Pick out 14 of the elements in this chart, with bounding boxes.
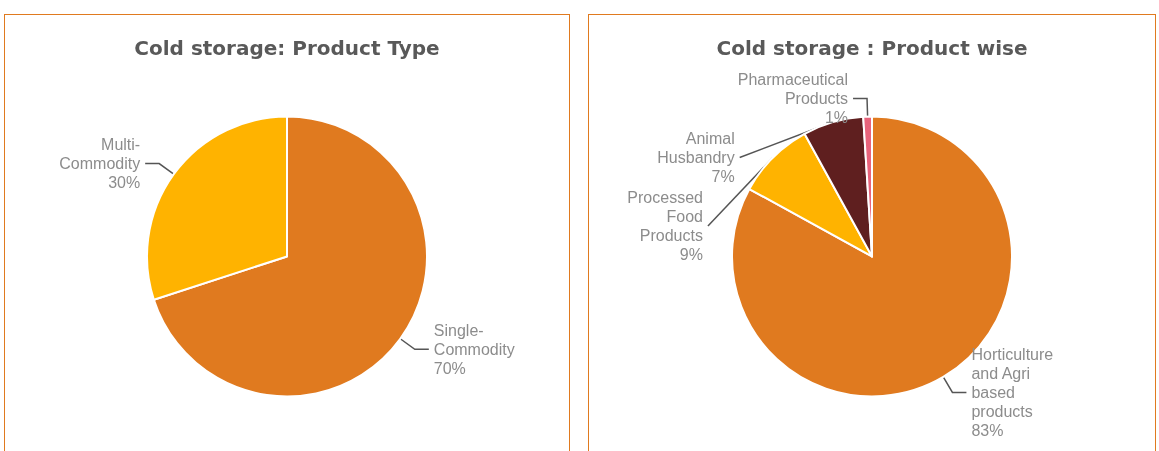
slice-label: Multi-Commodity — [59, 136, 141, 173]
chart-title: Cold storage: Product Type — [134, 36, 440, 60]
data-label: 7% — [711, 168, 735, 186]
slice-label: Pharmaceutical Products — [737, 71, 849, 108]
chart-title: Cold storage : Product wise — [716, 36, 1028, 60]
data-label: 83% — [971, 421, 1004, 439]
slice-label: Processed Food Products — [627, 189, 703, 245]
data-label: 30% — [108, 174, 141, 192]
data-label: 9% — [679, 246, 703, 264]
data-label: 70% — [433, 359, 466, 377]
slice-label: Animal Husbandry — [657, 130, 735, 167]
data-label: 1% — [824, 109, 849, 127]
slice-label: Single-Commodity — [433, 321, 515, 358]
slice-label: Horticulture and Agri based products — [971, 345, 1054, 420]
